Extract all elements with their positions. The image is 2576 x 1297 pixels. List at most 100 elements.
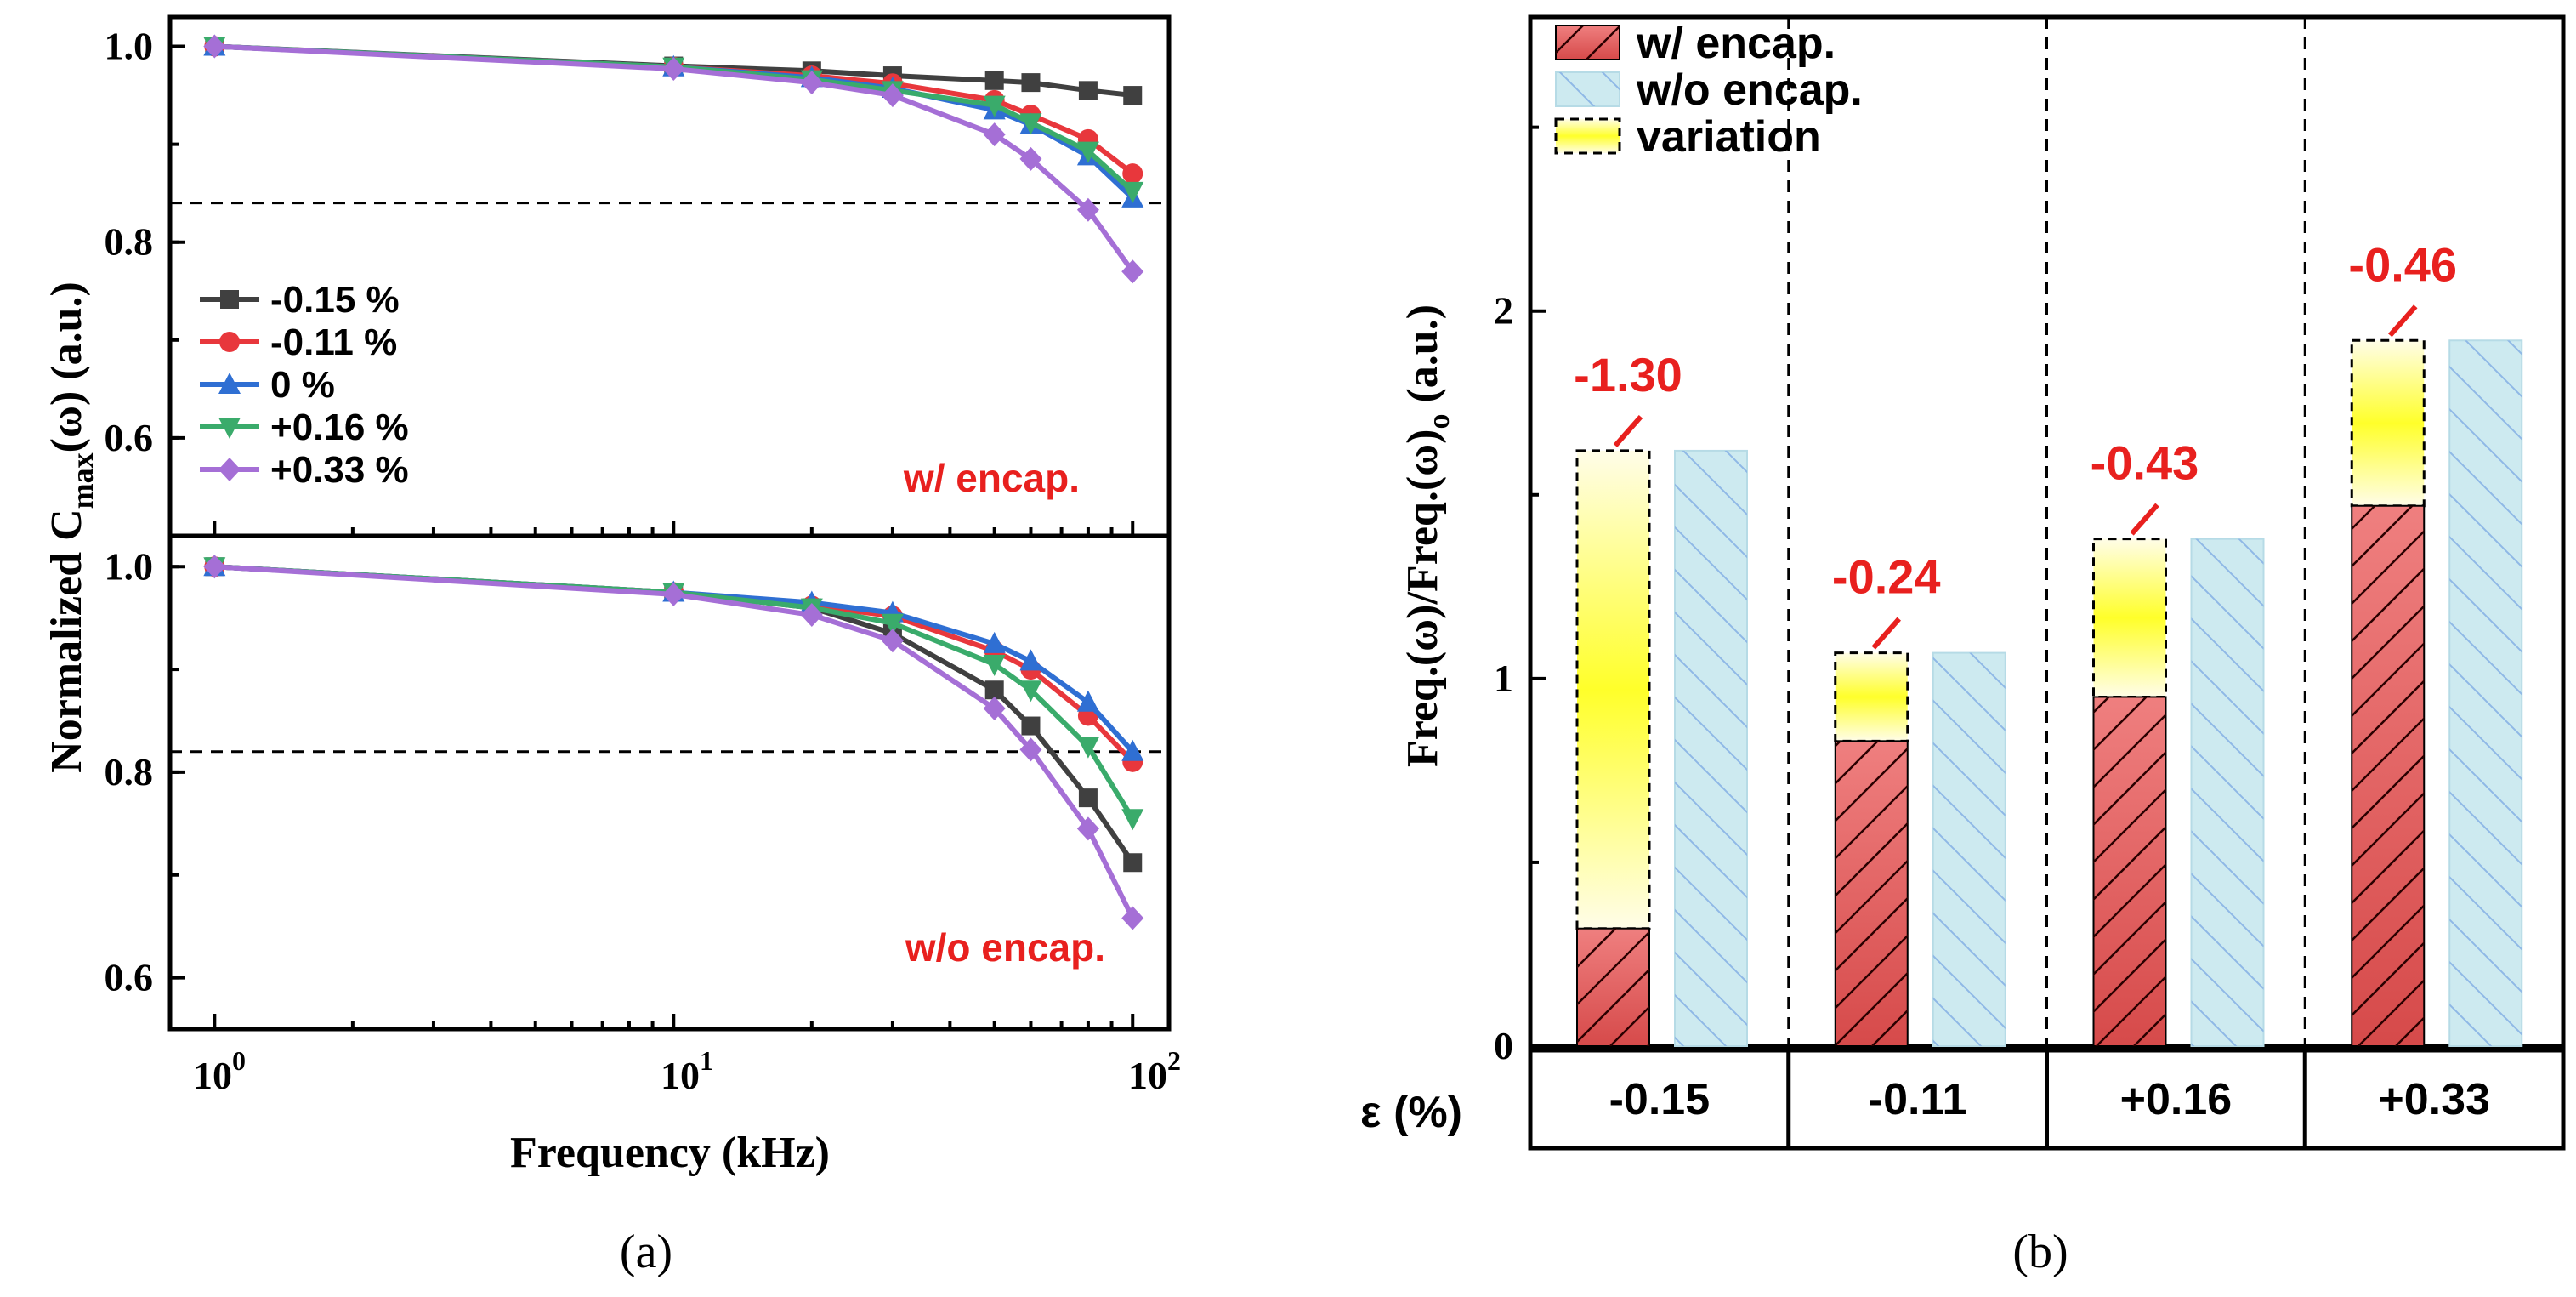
y-axis-label-b-suffix: (a.u.) [1399, 304, 1447, 414]
legend-label: w/ encap. [1636, 19, 1836, 68]
legend-a: -0.15 %-0.11 %0 %+0.16 %+0.33 % [200, 279, 409, 491]
y-tick-label: 2 [1494, 289, 1513, 333]
panel-b: -1.30 -0.24 -0.43 -0.46 0 1 2 -0.15 -0.11 +0.16… [1360, 14, 2566, 1278]
category-label: -0.11 [1869, 1075, 1967, 1124]
table-header: ε (%) [1360, 1088, 1462, 1137]
marker-square [1123, 86, 1143, 105]
strain-table: -0.15 -0.11 +0.16 +0.33 [1528, 1048, 2566, 1151]
legend-swatch [1554, 117, 1621, 155]
variation-label: -1.30 [1574, 348, 1682, 401]
panel-a-caption: (a) [620, 1226, 672, 1278]
bars: -1.30 -0.24 -0.43 -0.46 [1574, 17, 2523, 1047]
x-tick-label-2: 102 [1128, 1045, 1181, 1097]
bottom-plot-frame [167, 533, 1172, 1032]
bottom-y-ticks: 0.6 0.8 1.0 [105, 544, 185, 999]
marker-diamond [800, 71, 823, 95]
marker-diamond [881, 629, 904, 653]
marker-diamond [203, 34, 226, 59]
marker-diamond [800, 603, 823, 628]
marker-triangle-up [1121, 739, 1144, 761]
marker-square [1123, 853, 1143, 873]
marker-triangle-up [1076, 690, 1099, 712]
series-line-4 [214, 43, 1135, 274]
top-series [203, 34, 1144, 284]
y-axis-label-a: Normalized Cmax(ω) (a.u.) [43, 282, 99, 773]
legend-label: +0.16 % [270, 407, 409, 448]
x-tick-label-0: 100 [193, 1045, 246, 1097]
marker-triangle-down [1076, 737, 1099, 759]
variation-pointer [2388, 304, 2418, 338]
y-tick-label: 0.8 [105, 750, 154, 794]
y-tick-label: 1.0 [105, 544, 154, 588]
legend-label: -0.11 % [270, 321, 397, 363]
variation-bar [2350, 338, 2426, 508]
marker-triangle-down [881, 613, 904, 635]
variation-bar [1575, 449, 1651, 930]
variation-bar [1834, 651, 1909, 742]
marker-circle [219, 332, 240, 352]
marker-triangle-down [1076, 141, 1099, 163]
panel-a: 0.60.81.0 0.60.81.0 100 101 102 -0.15 %-… [43, 14, 1181, 1278]
y-tick-label: 0.6 [105, 956, 154, 999]
marker-triangle-up [218, 373, 241, 394]
y-axis-label-b-main: Freq.(ω)/Freq.(ω) [1399, 429, 1447, 768]
category-label: -0.15 [1609, 1075, 1711, 1124]
encap-bar-hatch [2352, 505, 2425, 1046]
marker-triangle-down [983, 655, 1006, 677]
legend-swatch-hatch [1556, 72, 1620, 106]
marker-diamond [983, 697, 1006, 720]
marker-square [984, 71, 1004, 90]
legend-label: w/o encap. [1636, 65, 1863, 115]
legend-label: -0.15 % [270, 279, 400, 321]
x-tick-base-0: 10 [193, 1054, 232, 1097]
marker-triangle-up [1019, 649, 1042, 671]
marker-square [1021, 73, 1041, 93]
marker-diamond [1076, 816, 1099, 841]
y-axis-label-b-sub: o [1421, 414, 1455, 429]
marker-square [220, 290, 239, 309]
marker-triangle-down [1019, 680, 1042, 703]
variation-label: -0.43 [2091, 436, 2199, 490]
encap-bar-hatch [1835, 741, 1908, 1046]
y-tick-label: 1 [1494, 657, 1513, 700]
variation-label: -0.46 [2348, 237, 2457, 291]
series-line-3 [214, 564, 1135, 820]
marker-circle [1122, 163, 1143, 185]
marker-square [1078, 81, 1098, 100]
marker-diamond [1019, 146, 1042, 171]
y-axis-label-a-main: Normalized C [43, 509, 91, 772]
no-encap-bar-hatch [2191, 538, 2264, 1046]
top-y-ticks: 0.6 0.8 1.0 [105, 25, 185, 538]
marker-triangle-down [1121, 181, 1144, 203]
panel-b-caption: (b) [2012, 1226, 2068, 1278]
marker-diamond [662, 57, 685, 81]
marker-diamond [983, 122, 1006, 147]
legend-swatch-hatch [1556, 26, 1620, 60]
marker-square [1021, 716, 1041, 736]
marker-square [984, 680, 1004, 700]
bottom-series [203, 555, 1144, 930]
marker-diamond [1076, 197, 1099, 222]
encap-bar-hatch [1577, 928, 1649, 1046]
legend-b: w/ encap.w/o encap.variation [1554, 19, 1863, 162]
bar-y-ticks: 0 1 2 [1494, 125, 1546, 1067]
variation-label: -0.24 [1832, 550, 1941, 604]
marker-triangle-down [1019, 113, 1042, 135]
no-encap-bar-hatch [1675, 450, 1747, 1046]
y-axis-label-a-suffix: (ω) (a.u.) [43, 282, 91, 452]
encap-bar-hatch [2093, 697, 2166, 1046]
marker-diamond [218, 458, 241, 481]
x-tick-exp-1: 1 [700, 1045, 713, 1076]
y-tick-label: 0.8 [105, 220, 154, 264]
no-encap-bar-hatch [1932, 652, 2006, 1046]
legend-label: 0 % [270, 364, 335, 406]
y-axis-label-b: Freq.(ω)/Freq.(ω)o (a.u.) [1399, 304, 1455, 767]
marker-diamond [203, 555, 226, 579]
marker-diamond [1121, 259, 1144, 284]
x-tick-exp-0: 0 [232, 1045, 246, 1076]
y-tick-label: 1.0 [105, 25, 154, 68]
x-tick-label-1: 101 [661, 1045, 713, 1097]
x-tick-base-2: 10 [1128, 1054, 1167, 1097]
x-axis-label: Frequency (kHz) [510, 1129, 830, 1177]
marker-diamond [1019, 737, 1042, 762]
